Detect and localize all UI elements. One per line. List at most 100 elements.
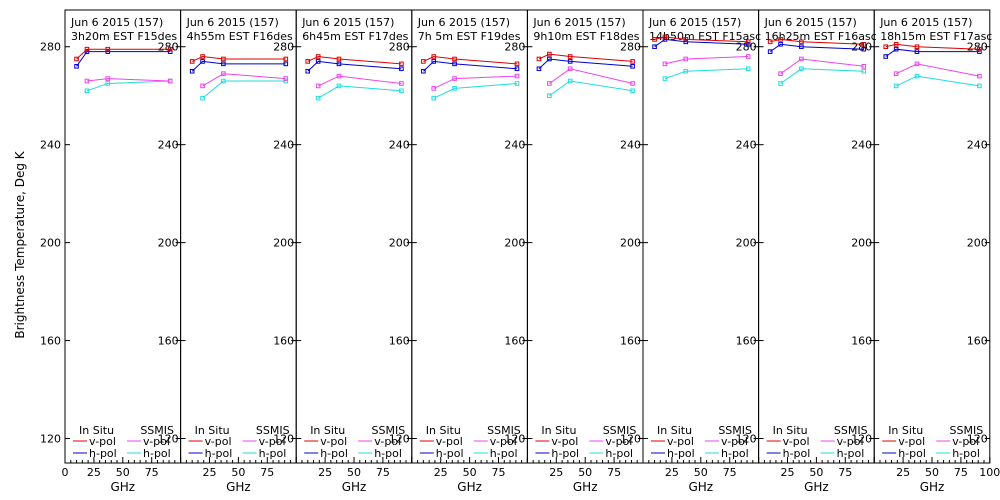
ssmis-v-pol-line: [317, 75, 402, 87]
y-tick-label: 240: [736, 139, 757, 152]
left-y-tick-label: 120: [40, 433, 61, 446]
ssmis-v-pol-marker: [662, 61, 668, 67]
y-tick-label: 160: [851, 335, 872, 348]
ssmis-h-pol-marker: [315, 95, 321, 101]
legend-insitu-v-label: v-pol: [320, 435, 347, 448]
insitu-v-pol-marker: [452, 56, 457, 62]
ssmis-v-pol-marker: [221, 71, 226, 76]
ssmis-h-pol-marker: [977, 83, 982, 89]
insitu-v-pol-marker: [778, 37, 783, 42]
legend-insitu-v-label: v-pol: [898, 435, 925, 448]
ssmis-h-pol-marker: [861, 68, 867, 74]
x-tick-label: 25: [434, 466, 448, 479]
ssmis-v-pol-marker: [567, 66, 573, 72]
x-tick-label: 0: [62, 466, 69, 479]
ssmis-v-pol-line: [202, 73, 286, 87]
x-tick-label: 25: [896, 466, 910, 479]
ssmis-v-pol-marker: [336, 73, 342, 79]
x-tick-label: 75: [492, 466, 506, 479]
insitu-h-pol-marker: [883, 54, 889, 59]
insitu-h-pol-marker: [662, 37, 668, 42]
insitu-h-pol-line: [654, 38, 749, 48]
ssmis-v-pol-line: [664, 56, 749, 65]
ssmis-h-pol-marker: [452, 86, 457, 91]
y-tick-label: 160: [158, 335, 179, 348]
insitu-h-pol-marker: [452, 61, 457, 67]
x-axis-label: GHz: [342, 480, 367, 494]
insitu-h-pol-marker: [189, 68, 195, 74]
insitu-h-pol-marker: [567, 59, 573, 64]
panel-date-title: Jun 6 2015 (157): [70, 16, 163, 29]
panel-time-title: 7h 5m EST F19des: [418, 30, 521, 43]
x-axis-label: GHz: [573, 480, 598, 494]
legend-ssmis-title: SSMIS: [487, 424, 521, 437]
x-tick-label: 25: [203, 466, 217, 479]
y-tick-label: 120: [967, 433, 988, 446]
legend-ssmis-title: SSMIS: [834, 424, 868, 437]
x-tick-label: 25: [549, 466, 563, 479]
legend-ssmis-title: SSMIS: [603, 424, 637, 437]
panel-time-title: 6h45m EST F17des: [302, 30, 408, 43]
panel-7: Jun 6 2015 (157)16h25m EST F16asc 120 160 2…: [758, 9, 877, 494]
y-tick-label: 200: [620, 237, 641, 250]
ssmis-h-pol-line: [664, 68, 749, 80]
insitu-v-pol-marker: [662, 34, 668, 40]
insitu-h-pol-marker: [745, 41, 751, 47]
ssmis-h-pol-line: [895, 75, 980, 87]
panels-group: Jun 6 2015 (157)3h20m EST F15des12016020…: [40, 9, 1000, 494]
ssmis-h-pol-marker: [105, 81, 111, 86]
legend-insitu-v-label: v-pol: [436, 435, 463, 448]
legend-insitu-h-label: h-pol: [205, 447, 233, 460]
y-tick-label: 160: [504, 335, 525, 348]
y-tick-label: 120: [389, 433, 410, 446]
x-tick-label: 50: [116, 466, 130, 479]
insitu-v-pol-marker: [767, 39, 773, 45]
legend-ssmis-h-label: h-pol: [605, 447, 633, 460]
legend-ssmis-h-label: h-pol: [490, 447, 518, 460]
x-tick-label: 25: [318, 466, 332, 479]
legend-insitu-title: In Situ: [888, 424, 923, 437]
y-tick-label: 160: [273, 335, 294, 348]
y-tick-label: 120: [504, 433, 525, 446]
ssmis-h-pol-marker: [221, 78, 226, 84]
insitu-v-pol-marker: [799, 39, 804, 45]
x-axis-label: GHz: [457, 480, 482, 494]
insitu-h-pol-marker: [977, 49, 982, 54]
ssmis-v-pol-marker: [799, 56, 804, 62]
insitu-h-pol-marker: [167, 49, 173, 54]
insitu-v-pol-marker: [893, 41, 899, 47]
legend-insitu-title: In Situ: [657, 424, 692, 437]
y-tick-label: 160: [389, 335, 410, 348]
x-axis-label: GHz: [804, 480, 829, 494]
y-tick-label: 200: [851, 237, 872, 250]
insitu-h-pol-marker: [431, 59, 437, 64]
insitu-h-pol-marker: [200, 59, 205, 64]
panel-time-title: 16h25m EST F16asc: [765, 30, 877, 43]
insitu-v-pol-marker: [315, 54, 321, 59]
panel-time-title: 4h55m EST F16des: [187, 30, 293, 43]
x-tick-label: 25: [781, 466, 795, 479]
x-axis-label: GHz: [920, 480, 945, 494]
x-axis-label: GHz: [688, 480, 713, 494]
panel-3: Jun 6 2015 (157)6h45m EST F17des 120 160 20…: [295, 9, 413, 494]
x-tick-label: 75: [838, 466, 852, 479]
y-tick-label: 240: [389, 139, 410, 152]
insitu-v-pol-marker: [883, 44, 889, 50]
panel-time-title: 18h15m EST F17asc: [880, 30, 992, 43]
y-tick-label: 120: [851, 433, 872, 446]
legend-insitu-title: In Situ: [426, 424, 461, 437]
ssmis-v-pol-marker: [778, 71, 783, 76]
panel-time-title: 9h10m EST F18des: [533, 30, 639, 43]
y-tick-label: 160: [967, 335, 988, 348]
y-tick-label: 120: [736, 433, 757, 446]
y-tick-label: 200: [736, 237, 757, 250]
ssmis-h-pol-marker: [336, 83, 342, 89]
x-tick-label: 50: [463, 466, 477, 479]
insitu-h-pol-line: [769, 43, 864, 53]
legend-ssmis-h-label: h-pol: [837, 447, 865, 460]
panel-date-title: Jun 6 2015 (157): [879, 16, 972, 29]
legend-insitu-h-label: h-pol: [667, 447, 695, 460]
insitu-h-pol-marker: [283, 61, 289, 67]
insitu-h-pol-marker: [305, 68, 311, 74]
ssmis-h-pol-marker: [567, 78, 573, 84]
